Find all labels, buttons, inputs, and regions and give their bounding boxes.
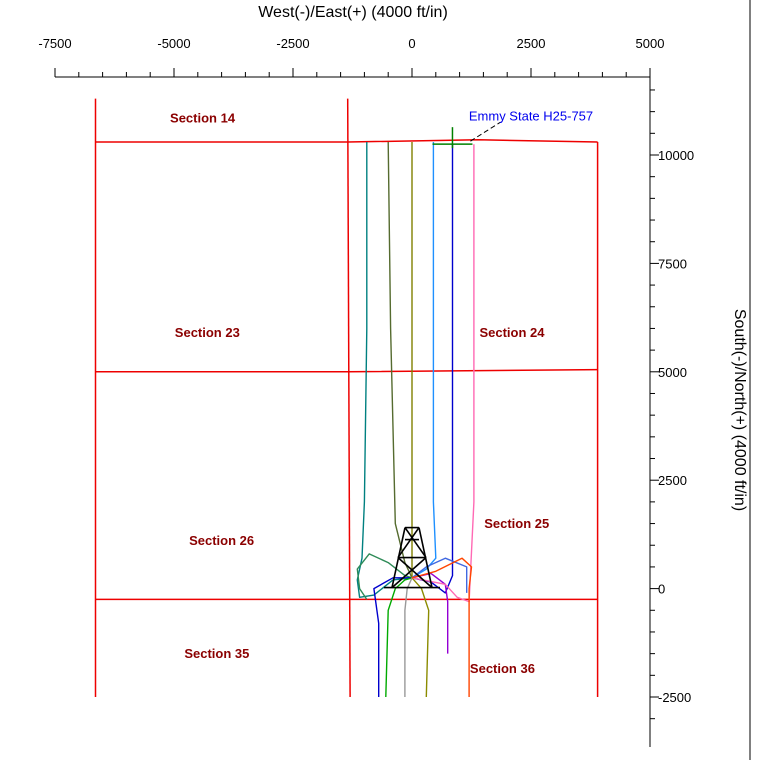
- section-label: Section 26: [189, 533, 254, 548]
- x-tick-label: 5000: [636, 36, 665, 51]
- well-name-label: Emmy State H25-757: [469, 108, 593, 123]
- well-path: [411, 142, 437, 579]
- section-label: Section 35: [184, 646, 249, 661]
- x-tick-label: -7500: [38, 36, 71, 51]
- well-path: [411, 577, 430, 698]
- y-tick-label: 10000: [658, 148, 694, 163]
- y-tick-label: 2500: [658, 473, 687, 488]
- well-leader-line: [470, 121, 501, 142]
- x-axis-title: West(-)/East(+) (4000 ft/in): [258, 4, 448, 21]
- y-tick-label: 0: [658, 582, 665, 597]
- section-label: Section 14: [170, 110, 236, 125]
- well-path: [411, 557, 468, 593]
- rig-icon-stroke: [397, 556, 433, 589]
- well-path: [385, 577, 413, 698]
- rig-icon-stroke: [397, 527, 420, 559]
- x-tick-label: 0: [408, 36, 415, 51]
- section-label: Section 36: [470, 661, 535, 676]
- x-tick-label: -5000: [157, 36, 190, 51]
- well-path: [356, 142, 413, 598]
- section-line: [95, 368, 598, 373]
- well-path: [373, 144, 454, 697]
- rig-icon: [384, 526, 440, 589]
- well-paths: [356, 121, 501, 698]
- well-path: [387, 141, 413, 579]
- annotations: Section 14 Section 23 Section 24 Section 26…: [170, 108, 593, 676]
- well-path: [404, 577, 413, 697]
- x-tick-label: 2500: [517, 36, 546, 51]
- x-tick-label: -2500: [276, 36, 309, 51]
- section-label: Section 24: [479, 325, 545, 340]
- well-path: [411, 144, 475, 603]
- y-tick-label: 5000: [658, 365, 687, 380]
- section-label: Section 23: [175, 325, 240, 340]
- section-line: [346, 98, 351, 698]
- y-tick-label: 7500: [658, 256, 687, 271]
- well-path: [411, 557, 473, 697]
- axes: -7500 -5000 -2500 0 2500 5000 10000 7500 5000 250…: [38, 0, 751, 760]
- rig-icon-stroke: [391, 556, 427, 589]
- section-lines: [94, 98, 599, 698]
- y-axis-title: South(-)/North(+) (4000 ft/in): [731, 309, 748, 511]
- section-label: Section 25: [484, 516, 549, 531]
- y-tick-label: -2500: [658, 690, 691, 705]
- section-line: [95, 139, 598, 143]
- rig-icon-stroke: [404, 527, 427, 559]
